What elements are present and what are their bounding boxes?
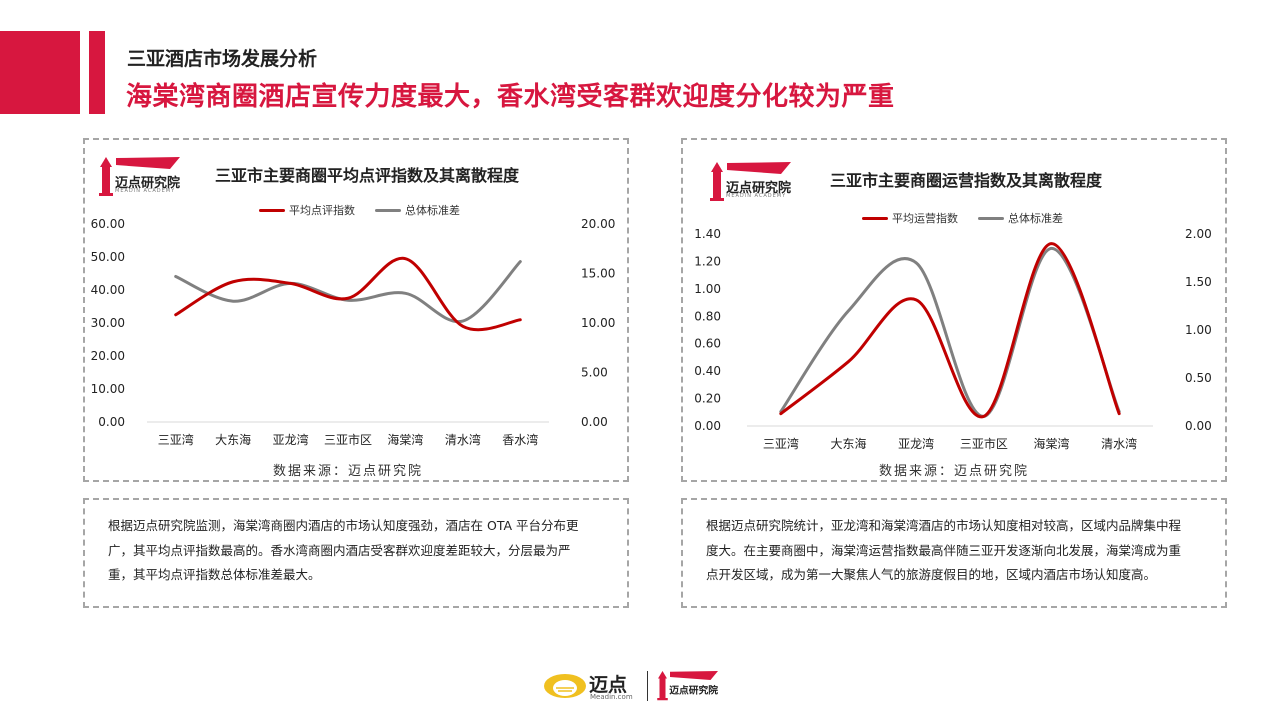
legend-swatch-red bbox=[862, 216, 888, 220]
header-accent-bar bbox=[89, 31, 105, 114]
y-left-tick-label: 50.00 bbox=[91, 250, 125, 264]
y-left-tick-label: 40.00 bbox=[91, 283, 125, 297]
line-chart-reviews: 0.00 10.00 20.00 30.00 40.00 50.00 60.00 0.00 5.… bbox=[91, 217, 616, 447]
line-chart-operations: 0.00 0.20 0.40 0.60 0.80 1.00 1.20 1.40 0.00 0.50… bbox=[694, 227, 1212, 451]
legend-item-std: 总体标准差 bbox=[978, 210, 1063, 226]
analysis-text-right: 根据迈点研究院统计，亚龙湾和海棠湾酒店的市场认知度相对较高，区域内品牌集中程 度… bbox=[681, 498, 1227, 608]
legend-label: 总体标准差 bbox=[405, 204, 460, 217]
page-headline: 海棠湾商圈酒店宣传力度最大，香水湾受客群欢迎度分化较为严重 bbox=[126, 82, 895, 112]
legend-item-std: 总体标准差 bbox=[375, 202, 460, 218]
legend-label: 平均点评指数 bbox=[289, 204, 355, 217]
logo-text: 迈点研究院 bbox=[115, 176, 181, 191]
logo-text: 迈点研究院 bbox=[726, 181, 792, 196]
y-left-tick-label: 1.20 bbox=[694, 254, 721, 268]
chart-legend: 平均运营指数 总体标准差 bbox=[862, 210, 1083, 226]
y-right-tick-label: 1.50 bbox=[1185, 275, 1212, 289]
logo-text: 迈点研究院 bbox=[669, 685, 719, 697]
lighthouse-flag-icon bbox=[657, 671, 718, 701]
y-left-tick-label: 0.40 bbox=[694, 364, 721, 378]
meadin-academy-logo: 迈点研究院 MEADIN ACADEMY bbox=[96, 153, 180, 199]
footer-brand-subtext: Meadin.com bbox=[590, 693, 633, 701]
text-line: 点开发区域，成为第一大聚焦人气的旅游度假目的地，区域内酒店市场认知度高。 bbox=[706, 567, 1157, 582]
series-line-average bbox=[779, 242, 1121, 418]
footer-divider bbox=[647, 671, 648, 701]
y-right-tick-label: 20.00 bbox=[581, 217, 615, 231]
y-left-tick-label: 1.40 bbox=[694, 227, 721, 241]
legend-label: 总体标准差 bbox=[1008, 212, 1063, 225]
meadin-eye-icon bbox=[544, 674, 586, 698]
text-line: 重，其平均点评指数总体标准差最大。 bbox=[108, 567, 321, 582]
x-category-label: 三亚市区 bbox=[960, 436, 1008, 451]
text-line: 广，其平均点评指数最高的。香水湾商圈内酒店受客群欢迎度差距较大，分层最为严 bbox=[108, 542, 571, 558]
chart-title: 三亚市主要商圈运营指数及其离散程度 bbox=[830, 171, 1103, 190]
y-left-tick-label: 10.00 bbox=[91, 382, 125, 396]
x-category-label: 清水湾 bbox=[1101, 436, 1137, 451]
logo-subtext: MEADIN ACADEMY bbox=[115, 188, 176, 194]
x-category-label: 三亚湾 bbox=[763, 436, 799, 451]
x-category-label: 香水湾 bbox=[502, 432, 538, 447]
legend-swatch-gray bbox=[375, 208, 401, 212]
x-category-label: 海棠湾 bbox=[387, 432, 423, 447]
footer-logos: 迈点 Meadin.com 迈点研究院 bbox=[543, 668, 733, 704]
y-left-tick-label: 0.80 bbox=[694, 309, 721, 323]
chart-panel-reviews: 迈点研究院 MEADIN ACADEMY 三亚市主要商圈平均点评指数及其离散程度… bbox=[83, 138, 629, 482]
footer-brand-text: 迈点 bbox=[589, 674, 628, 696]
chart-title: 三亚市主要商圈平均点评指数及其离散程度 bbox=[215, 166, 520, 185]
y-right-tick-label: 5.00 bbox=[581, 366, 608, 380]
y-right-tick-label: 15.00 bbox=[581, 267, 615, 281]
header-accent-block bbox=[0, 31, 80, 114]
legend-item-avg: 平均运营指数 bbox=[862, 210, 958, 226]
y-right-tick-label: 10.00 bbox=[581, 316, 615, 330]
x-category-label: 海棠湾 bbox=[1033, 436, 1069, 451]
x-category-label: 三亚市区 bbox=[324, 432, 372, 447]
logo-subtext: MEADIN ACADEMY bbox=[726, 193, 787, 199]
y-left-tick-label: 1.00 bbox=[694, 282, 721, 296]
x-category-label: 三亚湾 bbox=[158, 432, 194, 447]
y-left-tick-label: 0.00 bbox=[98, 415, 125, 429]
footer-academy-logo: 迈点研究院 bbox=[655, 668, 718, 703]
lighthouse-flag-icon bbox=[99, 157, 180, 196]
series-line-std-dev bbox=[174, 260, 522, 324]
y-left-tick-label: 60.00 bbox=[91, 217, 125, 231]
data-source: 数据来源：迈点研究院 bbox=[273, 464, 424, 479]
series-line-std-dev bbox=[779, 246, 1121, 418]
text-line: 根据迈点研究院监测，海棠湾商圈内酒店的市场认知度强劲，酒店在 OTA 平台分布更 bbox=[108, 518, 579, 533]
y-left-tick-label: 0.60 bbox=[694, 337, 721, 351]
meadin-academy-logo: 迈点研究院 MEADIN ACADEMY bbox=[707, 158, 791, 204]
y-left-tick-label: 30.00 bbox=[91, 316, 125, 330]
text-line: 度大。在主要商圈中，海棠湾运营指数最高伴随三亚开发逐渐向北发展，海棠湾成为重 bbox=[706, 542, 1182, 558]
y-left-tick-label: 0.20 bbox=[694, 392, 721, 406]
analysis-text-left: 根据迈点研究院监测，海棠湾商圈内酒店的市场认知度强劲，酒店在 OTA 平台分布更… bbox=[83, 498, 629, 608]
chart-panel-operations: 迈点研究院 MEADIN ACADEMY 三亚市主要商圈运营指数及其离散程度 平… bbox=[681, 138, 1227, 482]
y-right-tick-label: 2.00 bbox=[1185, 227, 1212, 241]
legend-swatch-gray bbox=[978, 216, 1004, 220]
x-category-label: 大东海 bbox=[830, 436, 866, 451]
text-line: 根据迈点研究院统计，亚龙湾和海棠湾酒店的市场认知度相对较高，区域内品牌集中程 bbox=[706, 518, 1182, 533]
x-category-label: 大东海 bbox=[215, 432, 251, 447]
y-left-tick-label: 20.00 bbox=[91, 349, 125, 363]
y-right-tick-label: 0.00 bbox=[581, 415, 608, 429]
legend-swatch-red bbox=[259, 208, 285, 212]
y-right-tick-label: 1.00 bbox=[1185, 323, 1212, 337]
x-category-label: 清水湾 bbox=[445, 432, 481, 447]
x-category-label: 亚龙湾 bbox=[898, 436, 934, 451]
y-left-tick-label: 0.00 bbox=[694, 419, 721, 433]
x-category-label: 亚龙湾 bbox=[273, 432, 309, 447]
series-line-average bbox=[174, 257, 522, 332]
legend-label: 平均运营指数 bbox=[892, 212, 958, 225]
page-subtitle: 三亚酒店市场发展分析 bbox=[127, 48, 318, 70]
legend-item-avg: 平均点评指数 bbox=[259, 202, 355, 218]
y-right-tick-label: 0.00 bbox=[1185, 419, 1212, 433]
data-source: 数据来源：迈点研究院 bbox=[879, 464, 1030, 479]
y-right-tick-label: 0.50 bbox=[1185, 371, 1212, 385]
lighthouse-flag-icon bbox=[710, 162, 791, 201]
chart-legend: 平均点评指数 总体标准差 bbox=[259, 202, 480, 218]
